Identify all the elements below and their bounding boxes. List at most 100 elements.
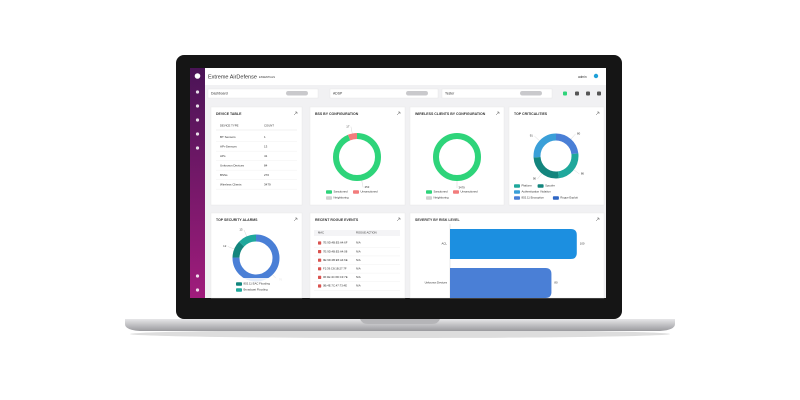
table-header-bg <box>314 230 400 236</box>
toolbar-icon[interactable] <box>597 91 601 96</box>
rogue-icon <box>318 250 322 254</box>
table-header: ROGUE ACTION <box>356 231 377 235</box>
table-header: DEVICE TYPE <box>220 124 239 128</box>
sidebar-icon[interactable] <box>195 118 200 122</box>
table-cell: APs <box>220 154 226 158</box>
expand-icon[interactable] <box>595 111 600 116</box>
panel-title: DEVICE TABLE <box>216 112 242 116</box>
table-cell: AP+Sensors <box>220 144 237 148</box>
legend-swatch <box>426 190 432 194</box>
legend-label: Authentication Violation <box>522 190 552 194</box>
sidebar-icon[interactable] <box>195 132 200 136</box>
toolbar-pill <box>520 91 542 96</box>
panel-title: SEVERITY BY RISK LEVEL <box>415 218 460 222</box>
label-leader <box>570 133 576 140</box>
table-cell: N/A <box>356 249 361 253</box>
sidebar-icon[interactable] <box>195 288 200 292</box>
panel-title: RECENT ROGUE EVENTS <box>315 218 359 222</box>
expand-icon[interactable] <box>495 111 500 116</box>
table-cell: 06:4E:4C:6D:C3:7E <box>323 275 348 279</box>
legend-swatch <box>552 196 559 200</box>
table-cell: 9E:9D:4B:E5:A4:6E <box>323 258 348 262</box>
sidebar-icon[interactable] <box>195 104 200 108</box>
sidebar-icon[interactable] <box>195 90 200 94</box>
toolbar-label: Tester <box>445 92 455 96</box>
table-cell: N/A <box>356 258 361 262</box>
sidebar-icon[interactable] <box>195 146 200 150</box>
toolbar-icon[interactable] <box>575 91 579 96</box>
legend-swatch <box>326 196 332 200</box>
user-icon[interactable] <box>593 73 599 79</box>
table-cell: 270 <box>264 173 269 177</box>
table-cell: N/A <box>356 275 361 279</box>
expand-icon[interactable] <box>293 111 298 116</box>
panel <box>210 212 303 299</box>
table-cell: 7E:9D:4B:E5:A4:6F <box>323 241 348 245</box>
app-title: Extreme AirDefense <box>208 74 257 80</box>
category-label: Unknown Devices <box>425 281 448 285</box>
sidebar-icon[interactable] <box>195 274 200 278</box>
table-cell: 3479 <box>264 182 271 186</box>
toolbar-select[interactable] <box>441 88 553 99</box>
donut-segment <box>433 133 481 181</box>
expand-icon[interactable] <box>396 217 401 222</box>
donut-segment <box>232 234 280 282</box>
notch <box>360 319 440 324</box>
legend-swatch <box>353 190 359 194</box>
legend-swatch <box>236 282 242 286</box>
table-cell: F2:39:C8:1B:27:7F <box>323 267 347 271</box>
table-cell: 84 <box>264 163 268 167</box>
toolbar-icon[interactable] <box>563 91 567 96</box>
panel-title: TOP SECURITY ALARMS <box>216 218 258 222</box>
legend-swatch <box>453 190 459 194</box>
donut-value-label: 253 <box>365 185 370 189</box>
donut-value-label: 86 <box>581 172 585 176</box>
expand-icon[interactable] <box>595 217 600 222</box>
panel <box>210 106 303 206</box>
toolbar-select[interactable] <box>207 88 319 99</box>
toolbar-label: ADSP <box>333 92 343 96</box>
label-leader <box>227 246 235 250</box>
legend-label: Unsanctioned <box>361 190 379 194</box>
legend-swatch <box>514 184 520 188</box>
label-leader <box>243 229 247 237</box>
legend-swatch <box>537 184 544 188</box>
donut-value-label: 13 <box>239 228 243 232</box>
legend-swatch <box>426 196 432 200</box>
donut-value-label: 90 <box>533 177 537 181</box>
rogue-icon <box>318 241 322 245</box>
legend-swatch <box>236 288 242 292</box>
label-leader <box>350 126 353 134</box>
bar <box>450 229 577 259</box>
table-cell: BT Sensors <box>220 135 236 139</box>
legend-label: Sanctioned <box>434 190 448 194</box>
legend-label: Sanctioned <box>334 190 348 194</box>
donut-segment <box>533 133 579 179</box>
toolbar-icon[interactable] <box>586 91 590 96</box>
donut-segment <box>333 133 381 181</box>
user-name: admin <box>578 75 587 79</box>
rogue-icon <box>318 275 322 279</box>
expand-icon[interactable] <box>396 111 401 116</box>
edition: ESSENTIALS <box>259 75 275 79</box>
rogue-icon <box>318 284 322 288</box>
donut-value-label: 91 <box>530 134 534 138</box>
expand-icon[interactable] <box>293 217 298 222</box>
table-cell: N/A <box>356 267 361 271</box>
legend-label: Platform <box>522 184 533 188</box>
panel-title: WIRELESS CLIENTS BY CONFIGURATION <box>415 112 486 116</box>
table-cell: 0B:4E:7C:47:73:4E <box>323 284 347 288</box>
legend-swatch <box>326 190 332 194</box>
rogue-icon <box>318 258 322 262</box>
table-cell: 41 <box>264 154 268 158</box>
label-leader <box>573 169 580 175</box>
legend-label: 802.11 EAC Flooding <box>244 282 271 286</box>
toolbar-select[interactable] <box>329 88 439 99</box>
bar <box>450 268 552 298</box>
panel-title: BSS BY CONFIGURATION <box>315 112 359 116</box>
legend-label: Unsanctioned <box>461 190 479 194</box>
sidebar-icon[interactable] <box>194 73 201 79</box>
legend-label: Neighboring <box>334 196 350 200</box>
donut-segment <box>533 133 579 179</box>
